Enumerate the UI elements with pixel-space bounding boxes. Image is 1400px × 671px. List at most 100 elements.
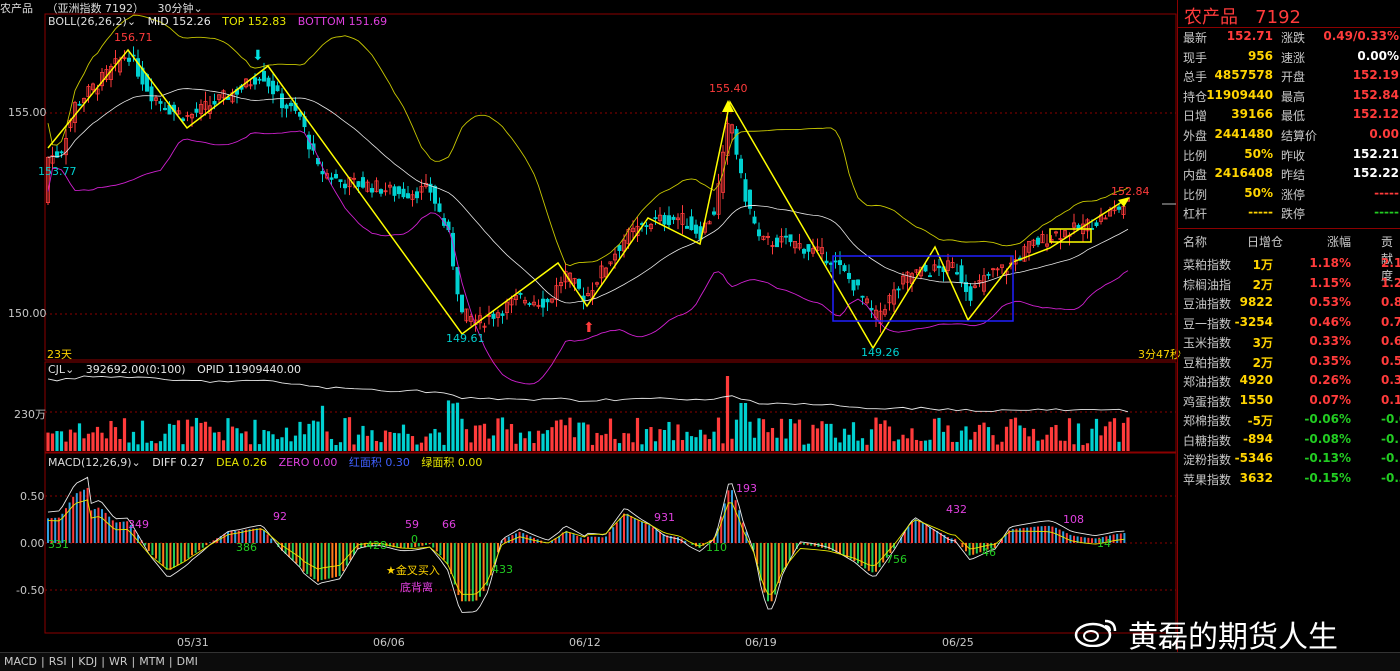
volume-bar (388, 431, 392, 451)
candle-body (320, 171, 325, 175)
candle-body (932, 264, 937, 271)
quote-row: 杠杆 ----- 跌停 ----- (1178, 205, 1400, 225)
quote-value: 152.71 (1226, 29, 1273, 43)
macd-anno-59: 59 (405, 518, 419, 531)
table-row[interactable]: 棕榈油指 2万 1.15% 1.2 (1178, 276, 1400, 295)
volume-bar (599, 435, 604, 451)
volume-bar (910, 428, 914, 451)
volume-bar (707, 439, 712, 451)
table-row[interactable]: 郑油指数 4920 0.26% 0.3 (1178, 373, 1400, 392)
volume-bar (298, 421, 302, 451)
candle-body (414, 191, 419, 199)
volume-bar (1018, 425, 1022, 451)
volume-bar (374, 440, 379, 451)
cjl-selector[interactable]: CJL⌄ (48, 363, 75, 376)
candle-body (649, 223, 654, 230)
candle-body (378, 189, 383, 194)
candle-body (333, 174, 338, 179)
tab-dmi[interactable]: DMI (176, 655, 198, 668)
table-row[interactable]: 豆一指数 -3254 0.46% 0.7 (1178, 315, 1400, 334)
candle-body (838, 260, 843, 266)
col-header-name[interactable]: 名称 (1183, 235, 1208, 249)
macd-axis-000: 0.00 (20, 537, 45, 550)
volume-bar (1112, 418, 1117, 451)
table-row[interactable]: 淀粉指数-5346 -0.13% -0.1 (1178, 451, 1400, 470)
volume-bar (946, 425, 950, 451)
macd-anno-931: 931 (654, 511, 675, 524)
quote-label: 总手 (1183, 70, 1208, 85)
table-header: 名称 日增仓 涨幅 贡献度 (1178, 233, 1400, 283)
col-header-inc[interactable]: 日增仓 (1246, 235, 1283, 249)
quote-value: 0.49/0.33% (1323, 29, 1399, 43)
period-selector[interactable]: 30分钟⌄ (157, 2, 203, 15)
volume-bar (1031, 428, 1036, 451)
volume-bar (1103, 426, 1108, 451)
volume-bar (838, 442, 842, 451)
macd-green-area: 绿面积 0.00 (421, 456, 483, 469)
boll-bottom-line (47, 130, 1129, 385)
volume-bar (293, 435, 298, 451)
candle-body (613, 253, 618, 261)
candle-body (824, 260, 829, 264)
tab-kdj[interactable]: KDJ (78, 655, 98, 668)
boll-top-line (47, 14, 1129, 267)
candle-body (198, 104, 203, 114)
boll-selector[interactable]: BOLL(26,26,2)⌄ (48, 15, 137, 28)
candle-body (730, 124, 735, 134)
candle-body (847, 272, 852, 279)
row-name: 菜粕指数 (1183, 258, 1232, 272)
volume-bar (82, 438, 86, 451)
macd-anno-386: 386 (236, 541, 257, 554)
volume-bar (397, 433, 401, 451)
candle-body (185, 114, 190, 117)
table-row[interactable]: 郑棉指数 -5万 -0.06% -0.0 (1178, 412, 1400, 431)
star-icon: ★ (386, 564, 396, 577)
table-row[interactable]: 白糖指数 -894 -0.08% -0.1 (1178, 432, 1400, 451)
candle-body (595, 282, 600, 285)
volume-bar (280, 437, 284, 451)
volume-bar (811, 424, 815, 451)
row-name: 棕榈油指 (1183, 277, 1232, 292)
chart-canvas[interactable] (0, 0, 1177, 652)
volume-bar (361, 425, 365, 451)
col-header-contrib[interactable]: 贡献度 (1381, 235, 1394, 283)
volume-bar (1121, 422, 1126, 451)
tab-rsi[interactable]: RSI (48, 655, 67, 668)
candle-body (842, 265, 847, 272)
quote-label: 开盘 (1281, 70, 1306, 85)
candle-body (937, 265, 942, 269)
boll-lines (47, 14, 1129, 385)
table-row[interactable]: 鸡蛋指数 1550 0.07% 0.1 (1178, 393, 1400, 412)
row-change: 0.46% (1309, 314, 1351, 329)
candle-body (865, 298, 870, 304)
volume-bar (248, 444, 253, 451)
table-row[interactable]: 玉米指数 3万 0.33% 0.6 (1178, 334, 1400, 353)
volume-bar (842, 428, 847, 451)
macd-selector[interactable]: MACD(12,26,9)⌄ (48, 456, 141, 469)
volume-bar (982, 422, 986, 451)
volume-bar (455, 402, 460, 451)
candle-body (617, 245, 622, 251)
tab-mtm[interactable]: MTM (139, 655, 165, 668)
candle-body (766, 235, 771, 238)
tab-wr[interactable]: WR (108, 655, 128, 668)
row-change: 0.53% (1309, 295, 1351, 309)
table-row[interactable]: 菜粕指数 1万 1.18% 2.1 (1178, 256, 1400, 275)
quote-value: 956 (1247, 48, 1273, 63)
macd-anno-433: 433 (492, 563, 513, 576)
volume-bar (847, 434, 851, 451)
row-change: 1.18% (1309, 256, 1351, 270)
col-header-pct[interactable]: 涨幅 (1326, 235, 1351, 249)
candle-body (856, 279, 861, 286)
quote-label: 外盘 (1183, 129, 1208, 143)
table-row[interactable]: 苹果指数 3632 -0.15% -0.3 (1178, 471, 1400, 490)
table-row[interactable]: 豆粕指数 2万 0.35% 0.5 (1178, 354, 1400, 373)
table-row[interactable]: 豆油指数 9822 0.53% 0.8 (1178, 295, 1400, 314)
drawing-overlays[interactable] (47, 48, 1130, 350)
volume-bar (199, 422, 203, 451)
volume-bar (172, 424, 176, 451)
tab-macd[interactable]: MACD (4, 655, 37, 668)
quote-value: ----- (1248, 205, 1273, 220)
volume-bar (235, 428, 239, 451)
macd-dea: DEA 0.26 (216, 456, 268, 469)
